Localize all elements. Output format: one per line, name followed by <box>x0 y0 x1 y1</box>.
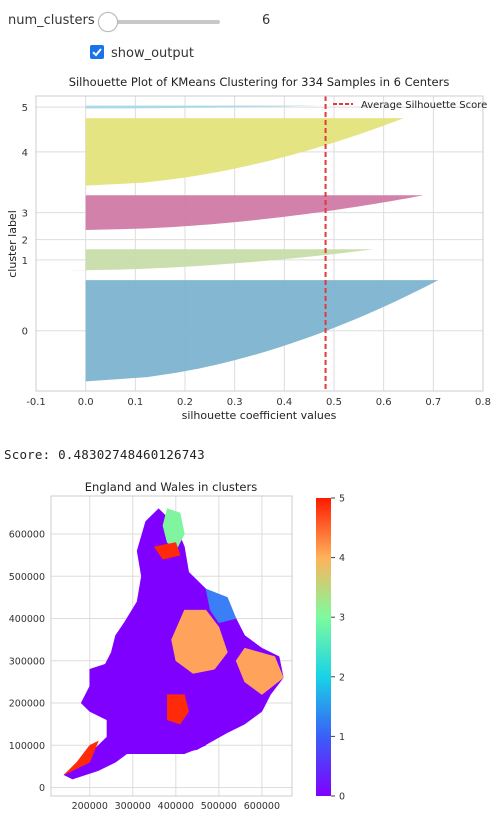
x-tick-label: 0.8 <box>475 397 491 408</box>
slider-track[interactable] <box>98 20 220 24</box>
check-icon <box>92 48 102 57</box>
cluster-1-area <box>65 249 374 271</box>
colorbar-ticks: 0 1 2 3 4 5 <box>331 494 345 803</box>
x-tick-label: -0.1 <box>26 397 46 408</box>
x-axis-label: silhouette coefficient values <box>182 409 337 422</box>
map-y-tick-label: 100000 <box>9 741 45 752</box>
silhouette-chart: Silhouette Plot of KMeans Clustering for… <box>6 75 491 422</box>
map-title: England and Wales in clusters <box>85 480 257 494</box>
y-axis-label: cluster label <box>6 210 19 278</box>
map-y-tick-label: 0 <box>39 783 45 794</box>
x-tick-label: 0.7 <box>425 397 441 408</box>
region-north-red <box>153 542 181 560</box>
num-clusters-slider-row: num_clusters 6 <box>0 10 499 32</box>
map-x-tick-label: 600000 <box>244 801 280 812</box>
region-south-coast <box>115 740 207 754</box>
num-clusters-label: num_clusters <box>8 13 95 28</box>
cluster-3-area <box>85 195 424 231</box>
y-tick-label: 2 <box>22 236 28 247</box>
plot-frame <box>35 95 484 392</box>
colorbar-tick-label: 2 <box>339 672 345 683</box>
region-east-anglia <box>235 647 284 695</box>
map-y-tick-label: 300000 <box>9 656 45 667</box>
colorbar-tick-label: 1 <box>339 732 345 743</box>
colorbar-tick-label: 0 <box>339 792 345 803</box>
map-x-tick-label: 500000 <box>201 801 237 812</box>
x-tick-label: 0.4 <box>276 397 292 408</box>
slider-value: 6 <box>262 13 271 28</box>
colorbar-tick-label: 5 <box>339 494 345 505</box>
x-tick-label: 0.1 <box>127 397 143 408</box>
slider-thumb[interactable] <box>98 12 118 32</box>
cluster-0-area <box>85 280 439 382</box>
region-wales <box>89 660 134 704</box>
legend-label: Average Silhouette Score <box>361 100 487 111</box>
y-tick-label: 5 <box>22 103 28 114</box>
colorbar-tick-label: 4 <box>339 553 345 564</box>
show-output-checkbox[interactable] <box>90 45 104 59</box>
colorbar <box>316 498 331 796</box>
region-south-west-tip <box>63 740 99 776</box>
map-y-tick-label: 400000 <box>9 614 45 625</box>
y-tick-label: 4 <box>22 148 28 159</box>
score-output: Score: 0.48302748460126743 <box>4 447 205 462</box>
cluster-4-area <box>85 118 404 186</box>
x-tick-label: 0.0 <box>78 397 94 408</box>
region-midlands <box>171 609 228 674</box>
region-yorkshire-east <box>205 588 237 624</box>
colorbar-tick-label: 3 <box>339 613 345 624</box>
y-tick-label: 0 <box>22 327 28 338</box>
map-y-tick-label: 600000 <box>9 530 45 541</box>
x-tick-label: 0.2 <box>177 397 193 408</box>
map-y-tick-label: 200000 <box>9 699 45 710</box>
map-y-tick-label: 500000 <box>9 572 45 583</box>
y-tick-label: 1 <box>22 256 28 267</box>
map-x-tick-label: 200000 <box>72 801 108 812</box>
cluster-5-area <box>85 105 320 109</box>
map-x-tick-label: 400000 <box>158 801 194 812</box>
chart-title: Silhouette Plot of KMeans Clustering for… <box>69 75 450 89</box>
y-tick-label: 3 <box>22 209 28 220</box>
map-regions <box>63 508 284 780</box>
show-output-row: show_output <box>0 44 499 64</box>
axis-ticks: -0.1 0.0 0.1 0.2 0.3 0.4 0.5 0.6 0.7 0.8 0 1 2 3 4 5 <box>22 103 491 408</box>
x-tick-label: 0.6 <box>376 397 392 408</box>
show-output-label: show_output <box>111 46 194 61</box>
map-x-tick-label: 300000 <box>115 801 151 812</box>
x-tick-label: 0.5 <box>326 397 342 408</box>
map-ticks: 200000 300000 400000 500000 600000 0 100000 200… <box>9 530 280 812</box>
map-chart: England and Wales in clusters 200000 3000… <box>9 480 345 812</box>
x-tick-label: 0.3 <box>227 397 243 408</box>
silhouette-areas <box>65 96 439 391</box>
map-frame <box>50 495 293 797</box>
region-london <box>166 694 189 725</box>
legend: Average Silhouette Score <box>333 100 487 111</box>
